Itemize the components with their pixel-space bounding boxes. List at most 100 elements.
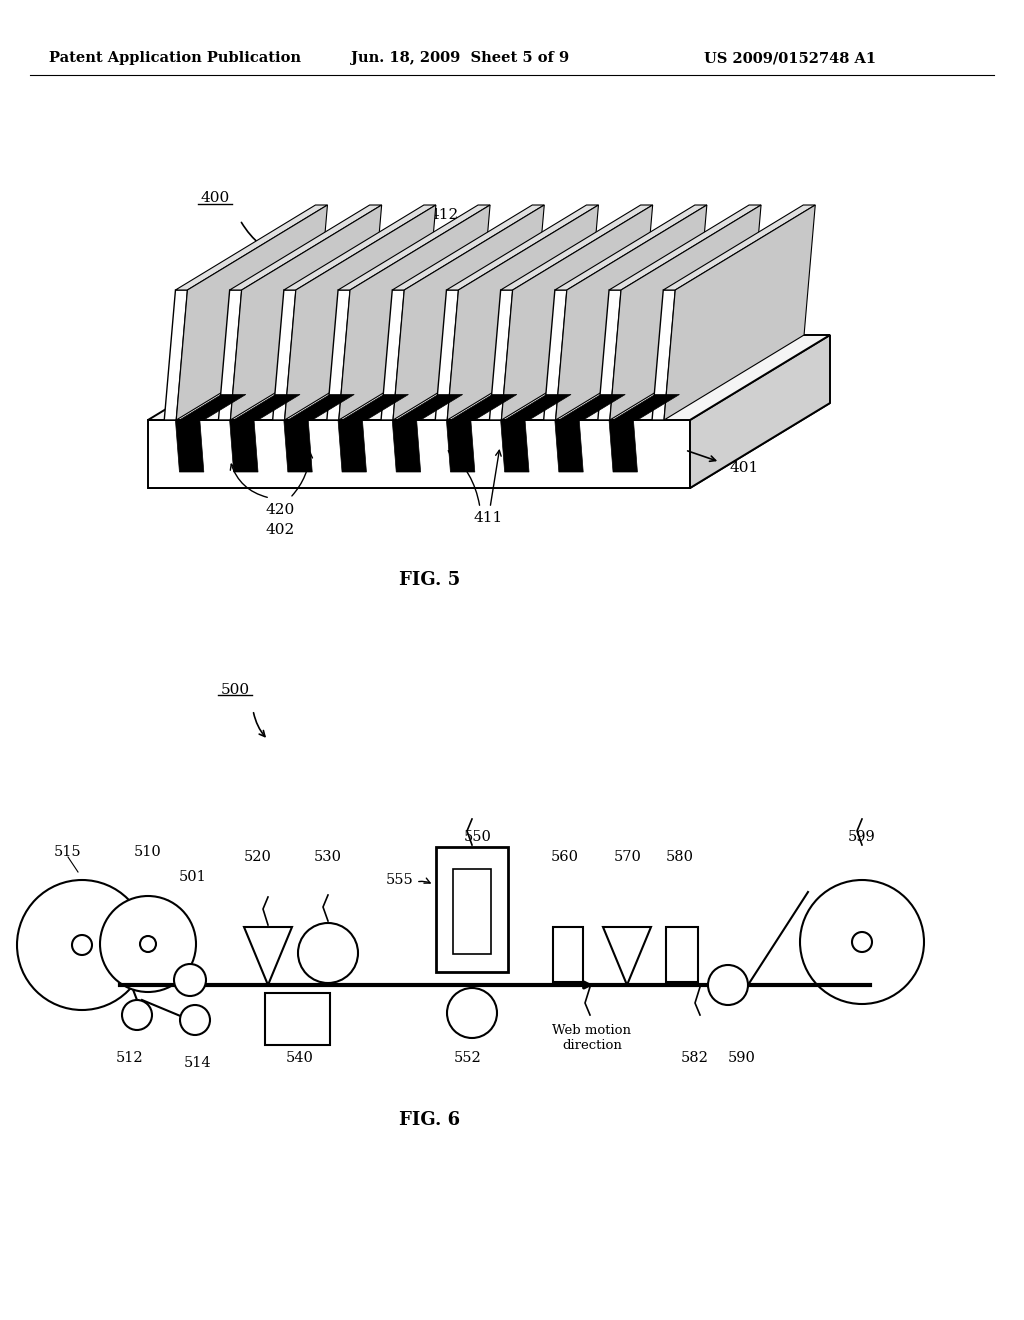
Polygon shape (559, 395, 626, 420)
Polygon shape (175, 420, 204, 473)
Text: 530: 530 (314, 850, 342, 865)
Polygon shape (218, 290, 242, 420)
Polygon shape (505, 395, 571, 420)
Polygon shape (446, 420, 475, 473)
Bar (553, 927, 583, 982)
Polygon shape (652, 290, 675, 420)
Polygon shape (392, 420, 421, 473)
Polygon shape (544, 290, 567, 420)
Polygon shape (179, 395, 246, 420)
Polygon shape (664, 205, 815, 290)
Text: 500: 500 (220, 682, 250, 697)
Bar (265, 993, 330, 1045)
Text: 599: 599 (848, 830, 876, 843)
Text: Patent Application Publication: Patent Application Publication (49, 51, 301, 65)
Polygon shape (284, 205, 436, 290)
Polygon shape (229, 205, 382, 290)
Polygon shape (342, 395, 409, 420)
Polygon shape (502, 205, 652, 420)
Circle shape (447, 987, 497, 1038)
Polygon shape (451, 395, 517, 420)
Polygon shape (664, 205, 815, 420)
Text: 420: 420 (265, 503, 295, 517)
Text: 580: 580 (666, 850, 694, 865)
Polygon shape (555, 205, 707, 290)
Polygon shape (230, 205, 382, 420)
Text: 552: 552 (454, 1051, 482, 1065)
Text: 400: 400 (201, 191, 229, 205)
Polygon shape (285, 205, 436, 420)
Polygon shape (690, 335, 830, 488)
Text: 514: 514 (184, 1056, 212, 1071)
Circle shape (708, 965, 748, 1005)
Text: FIG. 5: FIG. 5 (399, 572, 461, 589)
Polygon shape (148, 420, 690, 488)
Circle shape (72, 935, 92, 954)
Circle shape (180, 1005, 210, 1035)
Polygon shape (175, 205, 328, 290)
Polygon shape (609, 420, 637, 473)
Polygon shape (392, 205, 545, 290)
Polygon shape (244, 927, 292, 985)
Polygon shape (338, 420, 367, 473)
Polygon shape (148, 403, 830, 488)
Circle shape (140, 936, 156, 952)
Text: 401: 401 (730, 461, 759, 475)
Text: 582: 582 (681, 1051, 709, 1065)
Polygon shape (272, 290, 296, 420)
Polygon shape (610, 205, 761, 420)
Text: 501: 501 (179, 870, 207, 884)
Text: US 2009/0152748 A1: US 2009/0152748 A1 (703, 51, 877, 65)
Bar (436, 847, 508, 972)
Text: 412: 412 (430, 209, 459, 222)
Polygon shape (339, 205, 490, 420)
Text: 560: 560 (551, 850, 579, 865)
Polygon shape (447, 205, 598, 420)
Text: 520: 520 (244, 850, 272, 865)
Polygon shape (603, 927, 651, 985)
Polygon shape (338, 205, 490, 290)
Text: FIG. 6: FIG. 6 (399, 1111, 461, 1129)
Text: Web motion
direction: Web motion direction (553, 1024, 632, 1052)
Polygon shape (501, 205, 652, 290)
Polygon shape (555, 420, 584, 473)
Text: 510: 510 (134, 845, 162, 859)
Polygon shape (327, 290, 350, 420)
Circle shape (17, 880, 147, 1010)
Polygon shape (288, 395, 354, 420)
Circle shape (298, 923, 358, 983)
Polygon shape (229, 420, 258, 473)
Polygon shape (501, 420, 529, 473)
Circle shape (122, 1001, 152, 1030)
Text: 555: 555 (386, 873, 414, 887)
Text: 410: 410 (730, 326, 759, 341)
Text: 515: 515 (54, 845, 82, 859)
Polygon shape (609, 205, 761, 290)
Polygon shape (556, 205, 707, 420)
Text: 570: 570 (614, 850, 642, 865)
Circle shape (800, 880, 924, 1005)
Polygon shape (284, 420, 312, 473)
Text: 550: 550 (464, 830, 492, 843)
Bar (666, 927, 698, 982)
Circle shape (852, 932, 872, 952)
Polygon shape (233, 395, 300, 420)
Polygon shape (393, 205, 545, 420)
Circle shape (100, 896, 196, 993)
Polygon shape (176, 205, 328, 420)
Text: Jun. 18, 2009  Sheet 5 of 9: Jun. 18, 2009 Sheet 5 of 9 (351, 51, 569, 65)
Text: 540: 540 (286, 1051, 314, 1065)
Polygon shape (598, 290, 622, 420)
Circle shape (174, 964, 206, 997)
Polygon shape (164, 290, 187, 420)
Polygon shape (148, 335, 830, 420)
Text: 512: 512 (116, 1051, 143, 1065)
Text: 402: 402 (265, 523, 295, 537)
Polygon shape (396, 395, 463, 420)
Polygon shape (489, 290, 513, 420)
Polygon shape (446, 205, 598, 290)
Bar (453, 869, 490, 954)
Polygon shape (435, 290, 459, 420)
Polygon shape (613, 395, 680, 420)
Text: 590: 590 (728, 1051, 756, 1065)
